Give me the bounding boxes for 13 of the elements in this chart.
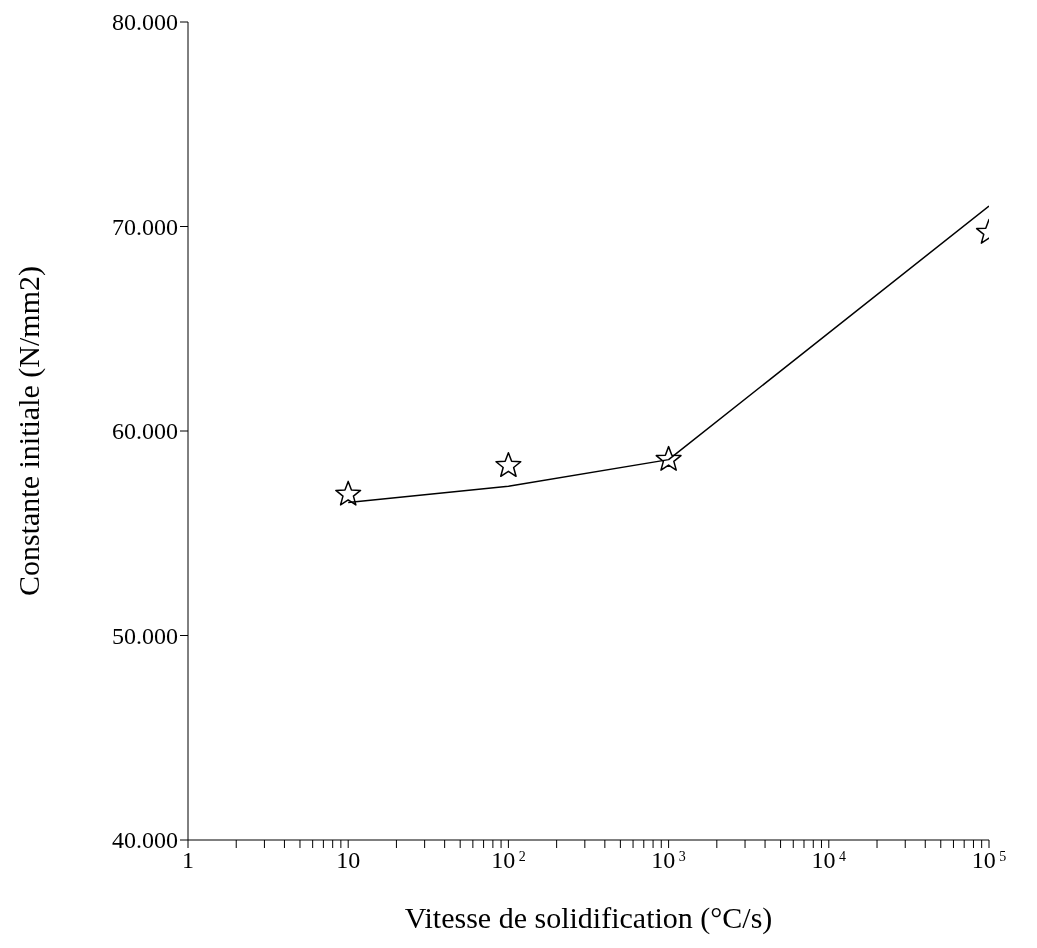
y-tick-label: 50.000 bbox=[112, 622, 178, 649]
x-axis-title: Vitesse de solidification (°C/s) bbox=[404, 901, 773, 935]
y-tick-label: 70.000 bbox=[112, 213, 178, 240]
y-axis-title: Constante initiale (N/mm2) bbox=[11, 266, 46, 596]
x-tick-label: 10$^{4}$ bbox=[811, 847, 847, 873]
x-tick-label: 10$^{2}$ bbox=[491, 847, 526, 873]
x-tick-label: 1 bbox=[182, 847, 194, 873]
x-tick-label: 10$^{5}$ bbox=[971, 847, 1007, 873]
x-tick-label: 10$^{3}$ bbox=[651, 847, 686, 873]
y-tick-label: 80.000 bbox=[112, 9, 178, 35]
x-tick-label: 10 bbox=[336, 847, 361, 873]
y-tick-label: 60.000 bbox=[112, 418, 178, 444]
y-tick-label: 40.000 bbox=[112, 827, 178, 853]
